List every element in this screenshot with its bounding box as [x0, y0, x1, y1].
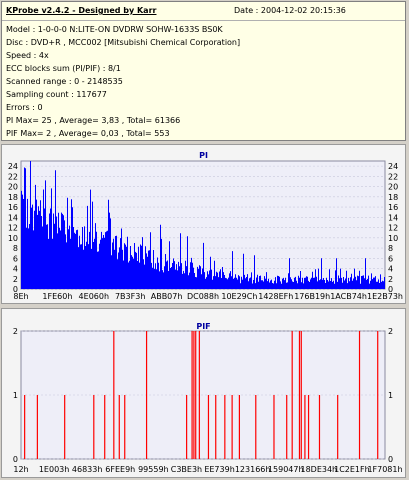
pi-y-tick-right: 8 — [388, 244, 393, 253]
pif-y-tick-left: 0 — [13, 455, 18, 464]
pi-y-tick-left: 20 — [8, 183, 18, 192]
pi-x-tick: 1E2B73h — [367, 292, 403, 301]
pi-y-tick-right: 2 — [388, 275, 393, 284]
pi-y-tick-right: 4 — [388, 265, 393, 274]
pif-chart-title: PIF — [196, 322, 211, 331]
pi-x-tick: ABB07h — [151, 292, 183, 301]
pi-y-tick-left: 6 — [13, 254, 18, 263]
pif-x-tick: 18DE34h — [300, 465, 337, 474]
pi-chart-panel: PI 0 0 2 2 4 4 6 6 8 8 10 10 12 12 14 14 16 16 18 18 20 20 22 2… — [1, 144, 406, 304]
pi-y-tick-left: 14 — [8, 213, 18, 222]
pi-chart-title: PI — [199, 151, 208, 160]
pif-y-tick-right: 0 — [388, 455, 393, 464]
pi-y-tick-right: 12 — [388, 224, 398, 233]
pif-x-tick: 12h — [13, 465, 28, 474]
pi-y-tick-left: 8 — [13, 244, 18, 253]
info-scanned-range: Scanned range : 0 - 2148535 — [6, 77, 123, 86]
info-pif-stats: PIF Max= 2 , Average= 0,03 , Total= 553 — [6, 129, 170, 138]
pif-x-tick: 99559h — [138, 465, 169, 474]
pi-y-tick-right: 16 — [388, 203, 398, 212]
pi-y-tick-right: 22 — [388, 172, 398, 181]
pif-chart-panel: PIF 0 0 1 1 2 2 12h 1E003h 46833h 6FEE9h 99559h C3B… — [1, 308, 406, 478]
info-sampling-count: Sampling count : 117677 — [6, 90, 107, 99]
pif-y-tick-left: 1 — [13, 391, 18, 400]
info-speed: Speed : 4x — [6, 51, 49, 60]
pi-y-tick-left: 18 — [8, 193, 18, 202]
pi-x-tick: 1ACB74h — [330, 292, 367, 301]
pi-y-tick-left: 16 — [8, 203, 18, 212]
info-errors: Errors : 0 — [6, 103, 43, 112]
pi-x-tick: 8Eh — [13, 292, 28, 301]
pif-y-tick-right: 2 — [388, 327, 393, 336]
pif-x-tick: 6FEE9h — [105, 465, 135, 474]
pi-y-tick-left: 2 — [13, 275, 18, 284]
info-model: Model : 1-0-0-0 N:LITE-ON DVDRW SOHW-163… — [6, 25, 223, 34]
pif-x-tick: 123166h — [235, 465, 271, 474]
pi-y-tick-left: 12 — [8, 224, 18, 233]
pif-x-tick: 1F7081h — [367, 465, 402, 474]
pi-y-tick-left: 4 — [13, 265, 18, 274]
pif-chart: 0 0 1 1 2 2 12h 1E003h 46833h 6FEE9h 99559h C3BE3h E… — [13, 327, 403, 474]
pi-y-tick-right: 14 — [388, 213, 398, 222]
info-disc: Disc : DVD+R , MCC002 [Mitsubishi Chemic… — [6, 38, 241, 47]
info-pi-stats: PI Max= 25 , Average= 3,83 , Total= 6136… — [6, 116, 181, 125]
info-ecc-blocks: ECC blocks sum (PI/PIF) : 8/1 — [6, 64, 121, 73]
pif-x-tick: 1E003h — [39, 465, 69, 474]
pi-x-tick: 1428EFh — [258, 292, 293, 301]
pi-y-tick-right: 10 — [388, 234, 398, 243]
pi-x-tick: 7B3F3h — [115, 292, 145, 301]
pif-x-tick: 159047h — [268, 465, 304, 474]
pi-x-tick: 176B19h — [294, 292, 330, 301]
pi-x-tick: DC088h — [187, 292, 219, 301]
pi-y-tick-left: 10 — [8, 234, 18, 243]
pi-y-tick-right: 24 — [388, 162, 398, 171]
pi-x-tick: 4E060h — [79, 292, 109, 301]
pi-y-tick-left: 0 — [13, 285, 18, 294]
pi-series-bars — [21, 161, 385, 289]
pif-y-tick-right: 1 — [388, 391, 393, 400]
pif-y-tick-left: 2 — [13, 327, 18, 336]
pif-x-tick: 1C2E1Fh — [334, 465, 370, 474]
pi-y-tick-left: 24 — [8, 162, 18, 171]
pi-y-tick-right: 18 — [388, 193, 398, 202]
pi-y-tick-right: 6 — [388, 254, 393, 263]
pi-y-tick-right: 20 — [388, 183, 398, 192]
pi-y-tick-right: 0 — [388, 285, 393, 294]
info-panel: KProbe v2.4.2 - Designed by Karr Date : … — [1, 1, 406, 141]
pi-x-tick: 1FE60h — [42, 292, 72, 301]
pif-x-tick: 46833h — [72, 465, 103, 474]
divider — [2, 20, 405, 21]
pi-x-tick: 10E29Ch — [221, 292, 257, 301]
app-title: KProbe v2.4.2 - Designed by Karr — [6, 6, 157, 15]
pi-y-tick-left: 22 — [8, 172, 18, 181]
pif-x-tick: C3BE3h — [171, 465, 202, 474]
pif-x-tick: EE739h — [204, 465, 234, 474]
scan-date: Date : 2004-12-02 20:15:36 — [234, 6, 346, 15]
